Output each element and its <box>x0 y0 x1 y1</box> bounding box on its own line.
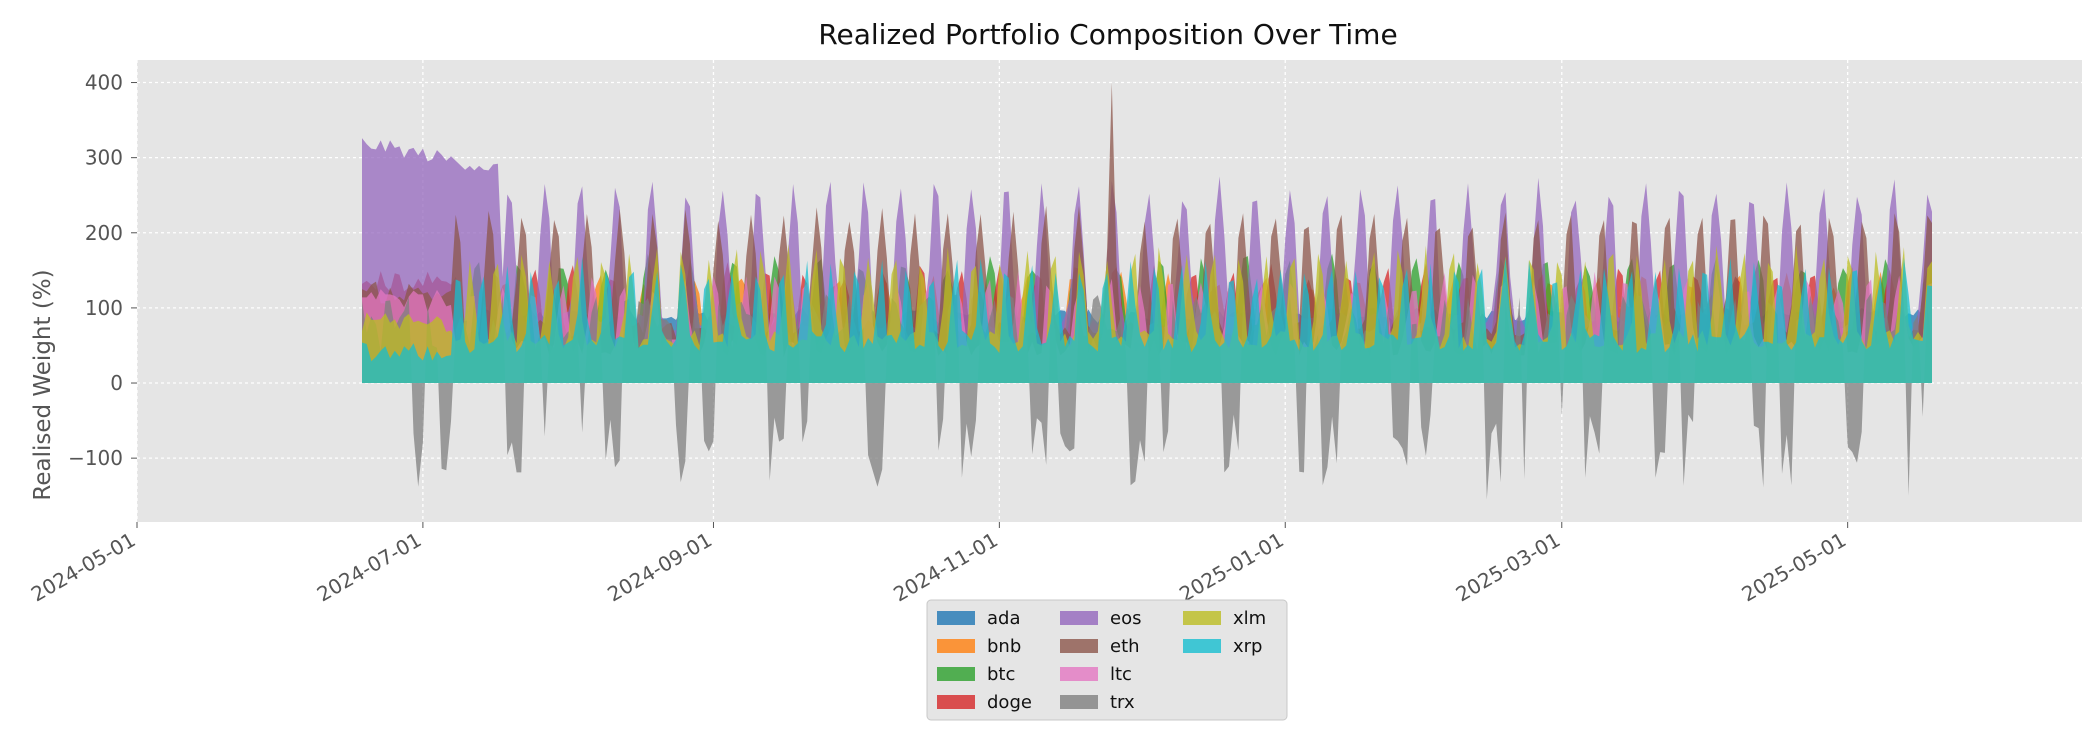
area-xrp <box>362 256 1932 383</box>
legend-swatch-btc <box>937 667 975 681</box>
legend-swatch-eth <box>1060 639 1098 653</box>
legend-label-xrp: xrp <box>1233 636 1262 657</box>
legend-swatch-bnb <box>937 639 975 653</box>
y-axis-label: Realised Weight (%) <box>30 269 56 500</box>
x-tick-label: 2024-05-01 <box>27 528 140 607</box>
y-tick-label: −100 <box>68 446 123 470</box>
legend-swatch-ada <box>937 611 975 625</box>
chart-title: Realized Portfolio Composition Over Time <box>818 18 1397 51</box>
x-tick-label: 2024-11-01 <box>889 528 1002 607</box>
plot-area: −100 0 100 200 300 400 2024-05-01 2024-07-01 202… <box>27 60 2082 606</box>
x-tick-label: 2025-03-01 <box>1452 528 1565 607</box>
legend-swatch-xrp <box>1183 639 1221 653</box>
legend-label-eos: eos <box>1110 608 1141 629</box>
legend-label-ada: ada <box>987 608 1021 629</box>
y-tick-label: 100 <box>85 296 123 320</box>
chart-legend: ada bnb btc doge eos eth ltc trx xlm xrp <box>926 599 1288 721</box>
legend-swatch-eos <box>1060 611 1098 625</box>
x-tick-label: 2024-09-01 <box>603 528 716 607</box>
legend-swatch-xlm <box>1183 611 1221 625</box>
legend-label-btc: btc <box>987 664 1015 685</box>
y-tick-label: 300 <box>85 146 123 170</box>
y-tick-label: 200 <box>85 221 123 245</box>
legend-label-bnb: bnb <box>987 636 1021 657</box>
legend-label-xlm: xlm <box>1233 608 1266 629</box>
legend-label-eth: eth <box>1110 636 1140 657</box>
legend-box <box>926 599 1288 721</box>
x-tick-label: 2025-01-01 <box>1175 528 1288 607</box>
y-tick-label: 0 <box>110 371 123 395</box>
legend-swatch-trx <box>1060 695 1098 709</box>
y-tick-label: 400 <box>85 71 123 95</box>
legend-label-trx: trx <box>1110 692 1135 713</box>
x-tick-label: 2025-05-01 <box>1738 528 1851 607</box>
legend-swatch-doge <box>937 695 975 709</box>
legend-label-doge: doge <box>987 692 1032 713</box>
legend-label-ltc: ltc <box>1110 664 1132 685</box>
legend-swatch-ltc <box>1060 667 1098 681</box>
x-tick-label: 2024-07-01 <box>313 528 426 607</box>
